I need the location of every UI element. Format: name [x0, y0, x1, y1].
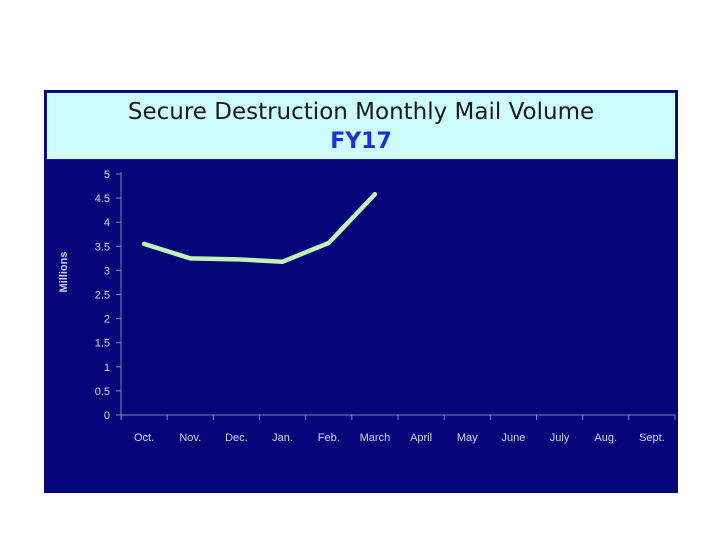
series-line — [141, 191, 378, 264]
series-layer — [141, 191, 378, 264]
y-tick-label: 2 — [104, 314, 110, 326]
y-tick-label: 5 — [104, 169, 110, 181]
x-tick-label: Oct. — [134, 432, 154, 444]
x-tick-label: Dec. — [225, 432, 248, 444]
y-tick-label: 2.5 — [95, 290, 110, 302]
data-point — [326, 240, 331, 245]
x-tick-label: Feb. — [318, 432, 340, 444]
y-tick-label: 4.5 — [95, 193, 110, 205]
chart-title: Secure Destruction Monthly Mail Volume — [127, 99, 595, 125]
x-tick-label: Nov. — [179, 432, 201, 444]
y-tick-label: 3.5 — [95, 241, 110, 253]
title-box: Secure Destruction Monthly Mail Volume F… — [46, 92, 676, 160]
data-point — [188, 256, 193, 261]
y-axis-ticks: 0 0.5 1 1.5 2 2.5 3 3.5 4 4.5 5 — [95, 169, 121, 422]
x-axis-ticks: Oct. Nov. Dec. Jan. Feb. March April May June Jul… — [120, 415, 676, 444]
x-tick-label: Jan. — [272, 432, 293, 444]
y-tick-label: 4 — [104, 217, 110, 229]
axes — [120, 172, 675, 416]
data-point — [280, 259, 285, 264]
x-tick-label: Aug. — [594, 432, 617, 444]
y-axis-label: Millions — [58, 252, 70, 293]
y-tick-label: 0.5 — [95, 386, 110, 398]
x-tick-label: May — [457, 432, 478, 444]
data-point — [142, 241, 147, 246]
data-point — [372, 192, 377, 197]
y-tick-label: 1 — [104, 362, 110, 374]
y-tick-label: 3 — [104, 265, 110, 277]
x-tick-label: July — [550, 432, 570, 444]
y-tick-label: 0 — [104, 410, 110, 422]
data-point — [234, 257, 239, 262]
y-tick-label: 1.5 — [95, 338, 110, 350]
x-tick-label: Sept. — [639, 432, 665, 444]
x-tick-label: March — [360, 432, 391, 444]
x-tick-label: April — [410, 432, 432, 444]
chart-subtitle: FY17 — [330, 129, 392, 154]
x-tick-label: June — [501, 432, 525, 444]
